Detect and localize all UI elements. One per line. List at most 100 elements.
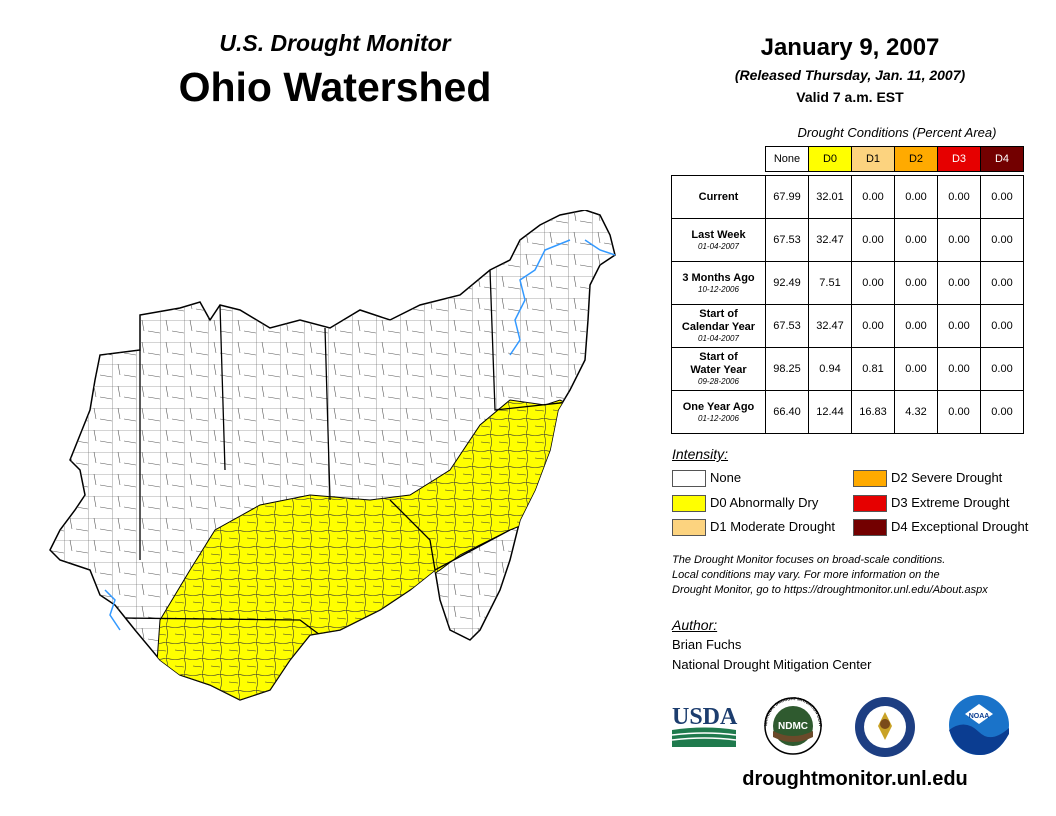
legend-swatch [853, 470, 887, 487]
column-header-d2: D2 [894, 146, 938, 172]
value-cell: 0.00 [851, 261, 895, 305]
watershed-map [49, 210, 616, 701]
map-date: January 9, 2007 [760, 34, 940, 61]
value-cell: 67.53 [765, 304, 809, 348]
value-cell: 32.01 [808, 175, 852, 219]
column-header-none: None [765, 146, 809, 172]
usda-logo: USDA [672, 704, 738, 747]
table-row: Start of Calendar Year 01-04-2007 67.53 32.4… [671, 304, 1024, 348]
release-date: (Released Thursday, Jan. 11, 2007) [734, 67, 966, 83]
ndmc-logo: NATIONAL DROUGHT MITIGATION CENTER NDMC [759, 697, 823, 755]
value-cell: 92.49 [765, 261, 809, 305]
table-row: Start of Water Year 09-28-2006 98.25 0.94 0.8… [671, 347, 1024, 391]
row-label-line: Last Week [691, 228, 746, 241]
row-label-line: Calendar Year [681, 321, 756, 333]
row-date: 01-04-2007 [698, 334, 739, 343]
legend-swatch [853, 495, 887, 512]
map-title: Ohio Watershed [178, 64, 492, 110]
row-label: Current [671, 175, 766, 219]
row-label-line: One Year Ago [682, 400, 755, 413]
row-label-line: Start of [699, 351, 738, 363]
table-caption: Drought Conditions (Percent Area) [797, 125, 997, 140]
value-cell: 32.47 [808, 218, 852, 262]
table-row: Last Week 01-04-2007 67.53 32.47 0.00 0.00 0.0… [671, 218, 1024, 262]
value-cell: 67.99 [765, 175, 809, 219]
row-label-line: 3 Months Ago [682, 271, 755, 284]
ndmc-logo-text: NDMC [778, 721, 808, 732]
note-line: The Drought Monitor focuses on broad-sca… [672, 554, 946, 566]
valid-time: Valid 7 a.m. EST [796, 89, 904, 105]
value-cell: 0.00 [851, 304, 895, 348]
value-cell: 0.00 [937, 261, 981, 305]
legend-swatch [672, 470, 706, 487]
table-row: 3 Months Ago 10-12-2006 92.49 7.51 0.00 0.00 0… [671, 261, 1024, 305]
value-cell: 0.00 [937, 175, 981, 219]
row-label: Start of Calendar Year 01-04-2007 [671, 304, 766, 348]
commerce-seal-logo [855, 697, 915, 757]
noaa-logo: NOAA [949, 695, 1009, 756]
value-cell: 0.00 [980, 304, 1024, 348]
table-row: One Year Ago 01-12-2006 66.40 12.44 16.83 4.3… [671, 390, 1024, 434]
value-cell: 0.00 [980, 218, 1024, 262]
value-cell: 7.51 [808, 261, 852, 305]
value-cell: 12.44 [808, 390, 852, 434]
row-date: 01-04-2007 [698, 241, 739, 251]
column-header-d0: D0 [808, 146, 852, 172]
value-cell: 0.00 [894, 175, 938, 219]
row-label: Start of Water Year 09-28-2006 [671, 347, 766, 391]
legend-swatch [672, 519, 706, 536]
value-cell: 0.00 [937, 304, 981, 348]
value-cell: 0.00 [894, 261, 938, 305]
value-cell: 32.47 [808, 304, 852, 348]
table-header-row: None D0 D1 D2 D3 D4 [671, 146, 1024, 172]
noaa-logo-text: NOAA [969, 713, 990, 720]
value-cell: 0.81 [851, 347, 895, 391]
usda-logo-text: USDA [672, 704, 738, 730]
state-boundaries [119, 269, 589, 636]
value-cell: 0.00 [937, 347, 981, 391]
legend-label: D3 Extreme Drought [891, 495, 1010, 510]
value-cell: 0.00 [980, 175, 1024, 219]
row-label: 3 Months Ago 10-12-2006 [671, 261, 766, 305]
row-label: Last Week 01-04-2007 [671, 218, 766, 262]
value-cell: 0.00 [937, 218, 981, 262]
value-cell: 0.00 [980, 261, 1024, 305]
note-line: Local conditions may vary. For more info… [672, 569, 940, 581]
value-cell: 16.83 [851, 390, 895, 434]
row-date: 10-12-2006 [698, 284, 739, 294]
legend-label: D1 Moderate Drought [710, 519, 836, 534]
legend-label: D2 Severe Drought [891, 470, 1003, 485]
row-date: 09-28-2006 [698, 377, 739, 386]
value-cell: 0.00 [851, 175, 895, 219]
footer-url[interactable]: droughtmonitor.unl.edu [742, 768, 968, 790]
value-cell: 0.00 [937, 390, 981, 434]
value-cell: 4.32 [894, 390, 938, 434]
value-cell: 0.00 [894, 347, 938, 391]
value-cell: 98.25 [765, 347, 809, 391]
column-header-d3: D3 [937, 146, 981, 172]
value-cell: 0.00 [980, 390, 1024, 434]
value-cell: 66.40 [765, 390, 809, 434]
value-cell: 0.94 [808, 347, 852, 391]
table-row: Current 67.99 32.01 0.00 0.00 0.00 0.00 [671, 175, 1024, 219]
river [104, 239, 616, 631]
legend-label: D4 Exceptional Drought [891, 519, 1029, 534]
column-header-d4: D4 [980, 146, 1024, 172]
row-label-line: Water Year [690, 364, 747, 376]
legend-label: D0 Abnormally Dry [710, 495, 819, 510]
row-label-line: Start of [699, 308, 738, 320]
value-cell: 0.00 [894, 218, 938, 262]
author-org: National Drought Mitigation Center [672, 657, 872, 672]
value-cell: 0.00 [894, 304, 938, 348]
legend-swatch [672, 495, 706, 512]
note-text: The Drought Monitor focuses on broad-sca… [672, 553, 1042, 598]
legend-swatch [853, 519, 887, 536]
value-cell: 67.53 [765, 218, 809, 262]
value-cell: 0.00 [980, 347, 1024, 391]
note-line: Drought Monitor, go to https://droughtmo… [672, 584, 988, 596]
row-label: One Year Ago 01-12-2006 [671, 390, 766, 434]
row-date: 01-12-2006 [698, 413, 739, 423]
column-header-d1: D1 [851, 146, 895, 172]
value-cell: 0.00 [851, 218, 895, 262]
legend-title: Intensity: [672, 446, 729, 462]
